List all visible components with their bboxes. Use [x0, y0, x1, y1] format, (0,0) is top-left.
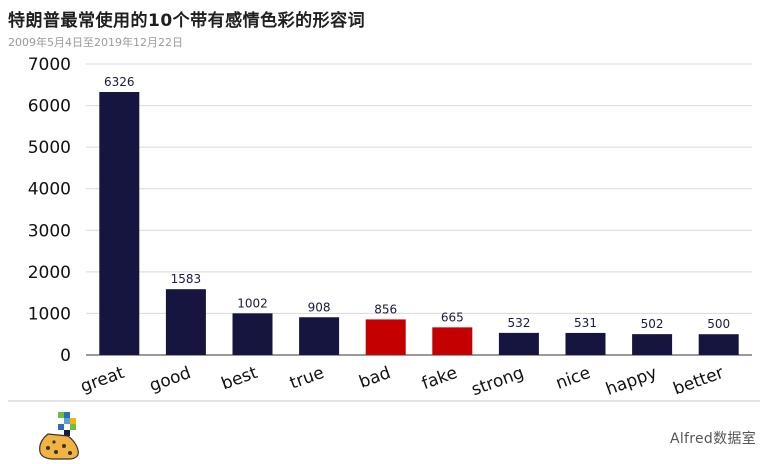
data-label-true: 908 — [308, 300, 331, 314]
x-axis-labels: great good best true bad fake strong nice happy b… — [78, 363, 726, 400]
data-label-bad: 856 — [374, 302, 397, 316]
bar-strong — [498, 332, 539, 355]
y-tick-label: 2000 — [28, 263, 71, 283]
bar-happy — [632, 334, 673, 355]
bar-chart: 0 1000 2000 3000 4000 5000 6000 7000 6326 1583 10… — [28, 55, 752, 400]
x-tick-label-bad: bad — [356, 363, 393, 393]
data-label-good: 1583 — [171, 272, 202, 286]
bars — [99, 92, 739, 356]
y-tick-label: 1000 — [28, 304, 71, 324]
data-label-happy: 502 — [641, 317, 664, 331]
x-tick-label-best: best — [219, 363, 261, 394]
bar-best — [232, 313, 273, 355]
x-tick-label-true: true — [287, 363, 327, 394]
y-tick-label: 7000 — [28, 55, 71, 75]
y-tick-label: 4000 — [28, 180, 71, 200]
bar-great — [99, 92, 140, 356]
data-label-best: 1002 — [237, 296, 268, 310]
bar-fake — [432, 327, 473, 355]
x-tick-label-nice: nice — [553, 363, 593, 394]
bar-true — [299, 317, 340, 355]
brand-label: Alfred数据室 — [669, 431, 756, 447]
bar-bad — [365, 319, 406, 355]
x-tick-label-great: great — [78, 363, 127, 397]
x-tick-label-happy: happy — [603, 363, 659, 400]
bar-nice — [565, 332, 606, 355]
data-label-fake: 665 — [441, 310, 464, 324]
x-tick-label-fake: fake — [419, 363, 460, 394]
footer-divider — [8, 400, 760, 402]
chart-subtitle: 2009年5月4日至2019年12月22日 — [8, 36, 183, 49]
data-label-nice: 531 — [574, 316, 597, 330]
y-tick-label: 5000 — [28, 138, 71, 158]
x-tick-label-better: better — [671, 363, 727, 400]
pixel-flask-icon — [34, 412, 86, 464]
bar-better — [698, 334, 739, 355]
data-labels: 6326 1583 1002 908 856 665 532 531 502 500 — [104, 75, 730, 331]
y-tick-label: 0 — [60, 346, 71, 366]
x-tick-label-good: good — [147, 363, 194, 396]
data-label-better: 500 — [707, 317, 730, 331]
y-axis-ticks: 0 1000 2000 3000 4000 5000 6000 7000 — [28, 55, 71, 366]
y-tick-label: 3000 — [28, 221, 71, 241]
y-tick-label: 6000 — [28, 97, 71, 117]
data-label-strong: 532 — [507, 316, 530, 330]
bar-good — [165, 289, 206, 355]
x-tick-label-strong: strong — [469, 363, 527, 400]
chart-title: 特朗普最常使用的10个带有感情色彩的形容词 — [8, 11, 366, 31]
data-label-great: 6326 — [104, 75, 135, 89]
